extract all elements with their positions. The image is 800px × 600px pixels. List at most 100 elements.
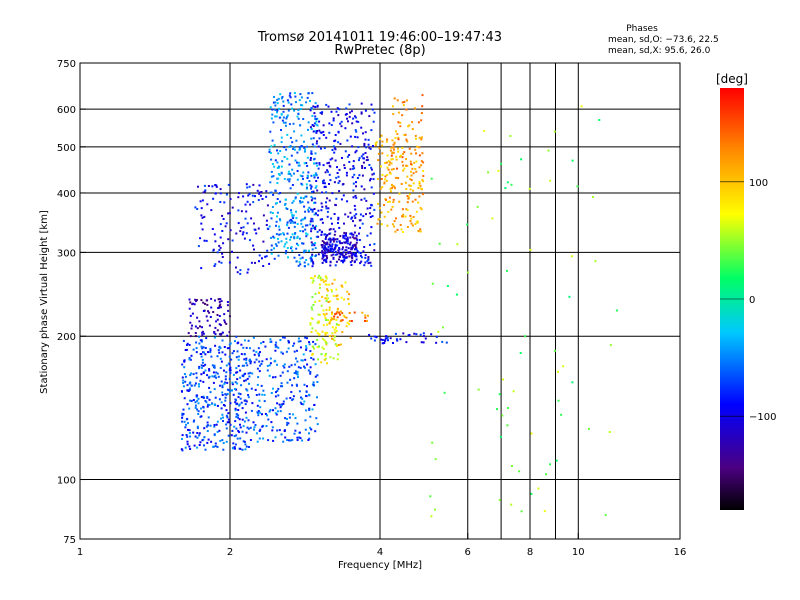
data-point	[181, 376, 184, 379]
data-point	[311, 248, 314, 251]
data-point	[260, 384, 263, 387]
data-point	[290, 174, 293, 177]
data-point	[336, 294, 339, 297]
data-point	[249, 362, 252, 365]
data-point	[370, 129, 373, 132]
data-point	[409, 220, 412, 222]
data-point	[338, 255, 341, 258]
data-point	[196, 427, 199, 430]
data-point	[337, 175, 340, 178]
data-point	[328, 199, 331, 202]
data-point	[402, 169, 405, 172]
data-point	[366, 314, 369, 317]
data-point	[359, 262, 362, 265]
data-point	[242, 346, 245, 349]
data-point	[408, 124, 411, 127]
data-point	[200, 364, 203, 367]
data-point	[211, 402, 214, 405]
data-point	[276, 102, 279, 105]
data-point	[326, 162, 329, 165]
data-point	[312, 279, 315, 282]
data-point	[182, 379, 185, 382]
data-point	[312, 340, 315, 343]
data-point	[562, 365, 565, 368]
data-point	[280, 129, 282, 131]
data-point	[332, 240, 335, 243]
data-point	[384, 339, 386, 342]
data-point	[332, 257, 335, 260]
data-point	[229, 402, 232, 405]
data-point	[342, 194, 345, 197]
data-point	[292, 221, 295, 224]
data-point	[392, 342, 394, 344]
data-point	[222, 242, 225, 245]
data-point	[355, 237, 358, 240]
data-point	[301, 359, 304, 362]
data-point	[237, 429, 240, 432]
data-point	[402, 332, 405, 335]
data-point	[221, 331, 224, 334]
data-point	[301, 145, 304, 148]
data-point	[342, 261, 344, 264]
data-point	[396, 228, 399, 231]
data-point	[335, 288, 338, 291]
data-point	[240, 226, 243, 229]
data-point	[296, 384, 298, 387]
data-point	[348, 312, 351, 314]
data-point	[307, 263, 310, 266]
data-point	[276, 202, 278, 205]
data-point	[351, 145, 354, 148]
data-point	[288, 416, 291, 419]
data-point	[227, 183, 230, 186]
data-point	[260, 191, 263, 193]
data-point	[283, 336, 286, 339]
data-point	[373, 335, 376, 338]
data-point	[410, 222, 413, 225]
data-point	[296, 349, 298, 352]
data-point	[261, 425, 264, 428]
data-point	[415, 170, 418, 173]
data-point	[212, 371, 215, 374]
data-point	[328, 173, 331, 176]
data-point	[197, 413, 200, 415]
data-point	[386, 336, 389, 339]
data-point	[236, 271, 239, 274]
data-point	[443, 391, 446, 394]
data-point	[287, 170, 290, 173]
data-point	[194, 298, 197, 301]
data-point	[329, 320, 332, 323]
data-point	[333, 278, 336, 281]
data-point	[282, 336, 284, 339]
data-point	[327, 319, 329, 322]
data-point	[395, 217, 397, 220]
data-point	[394, 187, 396, 190]
data-point	[304, 358, 307, 361]
data-point	[291, 398, 294, 401]
data-point	[245, 400, 248, 403]
data-point	[274, 104, 277, 107]
data-point	[248, 193, 251, 196]
data-point	[201, 216, 204, 219]
data-point	[279, 339, 282, 341]
data-point	[299, 257, 302, 260]
data-point	[371, 108, 374, 111]
data-point	[373, 249, 376, 252]
data-point	[283, 429, 286, 432]
data-point	[297, 376, 299, 378]
data-point	[325, 191, 328, 194]
data-point	[402, 164, 405, 167]
data-point	[247, 394, 250, 396]
data-point	[204, 347, 207, 349]
data-point	[284, 252, 287, 255]
data-point	[201, 340, 203, 343]
data-point	[208, 386, 211, 389]
data-point	[434, 458, 437, 461]
data-point	[270, 158, 273, 161]
data-point	[397, 147, 399, 150]
data-point	[317, 321, 320, 324]
data-point	[385, 161, 388, 164]
data-point	[466, 271, 469, 274]
data-point	[314, 106, 317, 108]
data-point	[305, 348, 308, 351]
data-point	[293, 256, 296, 259]
